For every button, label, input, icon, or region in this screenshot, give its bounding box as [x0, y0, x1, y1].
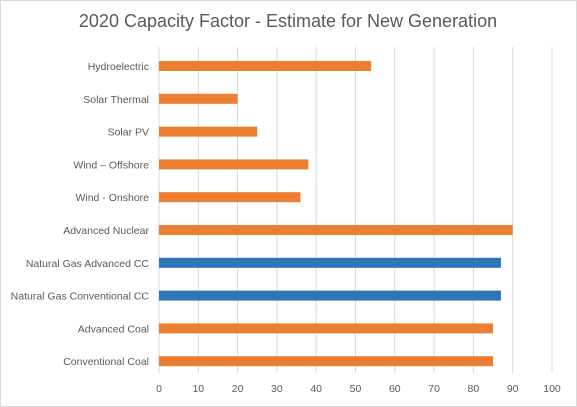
x-tick-label: 0: [156, 383, 162, 395]
bar: [159, 257, 501, 268]
bar: [159, 61, 372, 71]
bar: [159, 126, 258, 137]
bar: [159, 93, 238, 104]
x-tick-label: 30: [271, 383, 283, 395]
x-tick-label: 90: [507, 383, 519, 395]
x-tick-label: 60: [389, 383, 401, 395]
x-tick-label: 20: [232, 383, 244, 395]
x-tick-label: 80: [468, 383, 480, 395]
bar: [159, 356, 494, 367]
category-label: Solar Thermal: [83, 94, 149, 106]
chart-title: 2020 Capacity Factor - Estimate for New …: [79, 11, 497, 31]
bar: [159, 323, 494, 334]
category-label: Wind – Offshore: [73, 159, 149, 171]
x-tick-label: 10: [192, 383, 204, 395]
x-tick-label: 40: [310, 383, 322, 395]
category-label: Natural Gas Advanced CC: [26, 258, 150, 270]
category-label: Advanced Nuclear: [63, 225, 149, 237]
category-label: Conventional Coal: [63, 356, 149, 368]
category-labels: Hydroelectric Solar Thermal Solar PV Wind –…: [11, 61, 150, 368]
category-label: Natural Gas Conventional CC: [11, 291, 150, 303]
x-tick-label: 70: [428, 383, 440, 395]
category-label: Advanced Coal: [78, 323, 149, 335]
bar-series: [159, 61, 513, 367]
x-tick-label: 100: [543, 383, 561, 395]
bar: [159, 290, 501, 301]
category-label: Solar PV: [108, 127, 149, 139]
bar: [159, 159, 309, 170]
category-label: Wind - Onshore: [75, 192, 149, 204]
bar: [159, 192, 301, 203]
bar: [159, 225, 513, 235]
x-tick-label: 50: [350, 383, 362, 395]
x-axis-ticks: 0 10 20 30 40 50 60 70 80 90 100: [156, 383, 561, 395]
category-label: Hydroelectric: [88, 61, 149, 73]
